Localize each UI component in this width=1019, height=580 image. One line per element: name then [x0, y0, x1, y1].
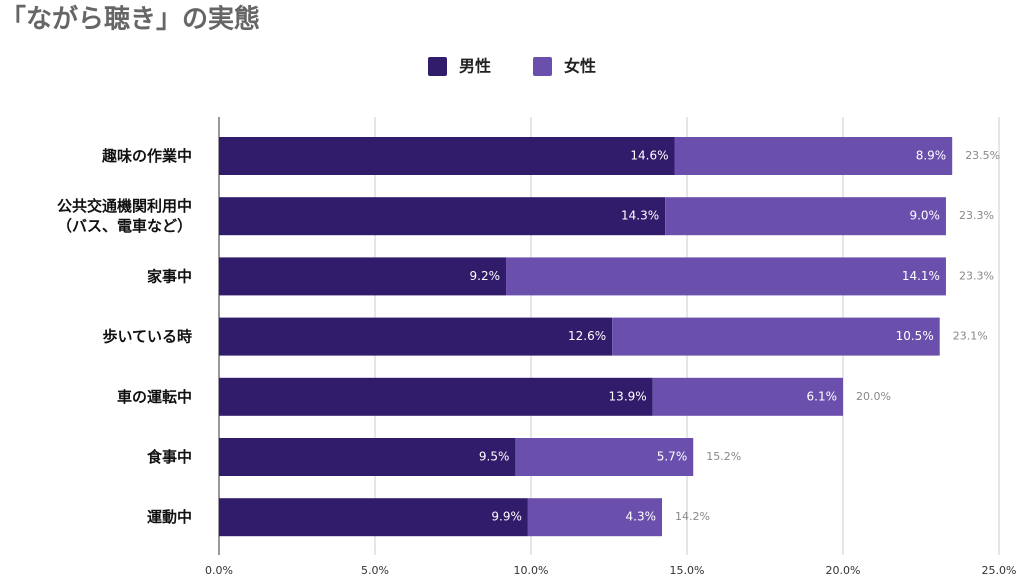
bar-segment	[665, 197, 946, 236]
bar-segment	[219, 317, 613, 356]
bar-segment	[219, 257, 507, 296]
legend-label: 男性	[459, 57, 491, 76]
value-label: 9.0%	[909, 209, 940, 223]
bar-segment	[674, 137, 953, 175]
legend-swatch	[428, 57, 447, 76]
bar-segment	[219, 377, 653, 416]
x-tick-label: 0.0%	[205, 564, 233, 577]
x-tick-label: 5.0%	[361, 564, 389, 577]
x-tick-label: 20.0%	[826, 564, 861, 577]
value-label: 4.3%	[626, 510, 657, 524]
value-label: 9.9%	[491, 510, 522, 524]
value-label: 9.5%	[479, 450, 510, 464]
bar-segment	[515, 438, 694, 476]
bar-segment	[219, 438, 516, 476]
total-label: 23.3%	[959, 209, 994, 222]
total-label: 20.0%	[856, 390, 891, 403]
total-label: 23.1%	[953, 330, 988, 343]
value-label: 6.1%	[807, 389, 838, 403]
chart-title: 「ながら聴き」の実態	[0, 4, 260, 35]
y-tick-label: 家事中	[147, 267, 192, 285]
bar-segment	[219, 197, 666, 236]
y-tick-label: 公共交通機関利用中（バス、電車など）	[57, 197, 192, 235]
total-label: 15.2%	[706, 450, 741, 463]
value-label: 14.3%	[621, 209, 659, 223]
x-tick-label: 15.0%	[670, 564, 705, 577]
value-label: 10.5%	[896, 329, 934, 343]
y-tick-label: 食事中	[147, 448, 192, 466]
value-label: 12.6%	[568, 329, 606, 343]
y-tick-label: 歩いている時	[102, 327, 192, 345]
y-tick-label: 趣味の作業中	[101, 147, 192, 165]
bar-segment	[652, 377, 843, 416]
value-label: 14.1%	[902, 269, 940, 283]
value-label: 5.7%	[657, 450, 688, 464]
x-tick-label: 25.0%	[982, 564, 1017, 577]
legend-swatch	[533, 57, 552, 76]
bar-segment	[527, 498, 663, 537]
value-label: 13.9%	[609, 389, 647, 403]
value-label: 8.9%	[916, 149, 947, 163]
x-tick-label: 10.0%	[514, 564, 549, 577]
bar-segment	[612, 317, 940, 356]
legend-label: 女性	[564, 57, 596, 76]
total-label: 23.3%	[959, 269, 994, 282]
value-label: 14.6%	[630, 149, 668, 163]
y-tick-label: 運動中	[147, 508, 192, 526]
bar-segment	[506, 257, 946, 296]
y-tick-label: 車の運転中	[117, 387, 192, 405]
value-label: 9.2%	[470, 269, 501, 283]
total-label: 14.2%	[675, 510, 710, 523]
bar-segment	[219, 498, 528, 537]
bar-segment	[219, 137, 675, 175]
total-label: 23.5%	[965, 149, 1000, 162]
